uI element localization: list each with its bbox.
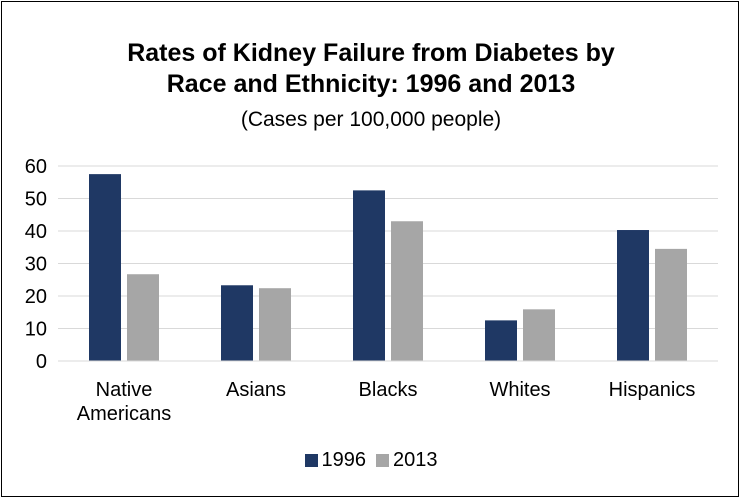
x-tick-label: Asians xyxy=(226,379,286,401)
x-tick-label: Native xyxy=(96,379,153,401)
legend-label-1996: 1996 xyxy=(321,449,367,471)
chart-title-line-2: Race and Ethnicity: 1996 and 2013 xyxy=(166,70,576,98)
legend-swatch-1996 xyxy=(304,454,318,467)
legend-item-1996: 1996 xyxy=(304,449,367,472)
legend-label-2013: 2013 xyxy=(393,449,438,471)
y-tick-label-60: 60 xyxy=(25,156,47,178)
legend-swatch-2013 xyxy=(376,454,389,467)
y-tick-label-20: 20 xyxy=(25,286,47,308)
y-tick-label-0: 0 xyxy=(36,351,47,373)
chart-title-line-1: Rates of Kidney Failure from Diabetes by xyxy=(127,39,615,67)
bar-1996-blacks xyxy=(353,190,385,361)
bar-1996-hispanics xyxy=(617,230,649,361)
y-tick-label-30: 30 xyxy=(25,254,47,276)
bar-1996-whites xyxy=(485,320,517,361)
bar-2013-blacks xyxy=(391,221,423,361)
x-tick-label: Whites xyxy=(489,379,550,401)
x-tick-label: Blacks xyxy=(359,379,418,401)
bar-2013-whites xyxy=(523,309,555,361)
y-tick-label-40: 40 xyxy=(25,221,47,243)
y-tick-label-50: 50 xyxy=(25,189,47,211)
chart-subtitle: (Cases per 100,000 people) xyxy=(240,108,502,131)
y-axis-ticks: 0 10 20 30 40 50 60 xyxy=(25,156,47,373)
gridlines xyxy=(58,165,718,329)
bar-2013-hispanics xyxy=(655,248,687,361)
x-tick-label: Americans xyxy=(77,403,171,425)
bar-1996-asians xyxy=(221,285,253,361)
bar-1996-native-americans xyxy=(89,174,121,361)
legend-item-2013: 2013 xyxy=(376,449,438,472)
x-tick-label: Hispanics xyxy=(609,379,696,401)
y-tick-label-10: 10 xyxy=(25,319,47,341)
chart-title: Rates of Kidney Failure from Diabetes by… xyxy=(0,38,742,100)
legend: 1996 2013 xyxy=(0,449,742,472)
bar-2013-asians xyxy=(259,288,291,361)
bar-2013-native-americans xyxy=(127,274,159,361)
bars xyxy=(89,174,687,361)
